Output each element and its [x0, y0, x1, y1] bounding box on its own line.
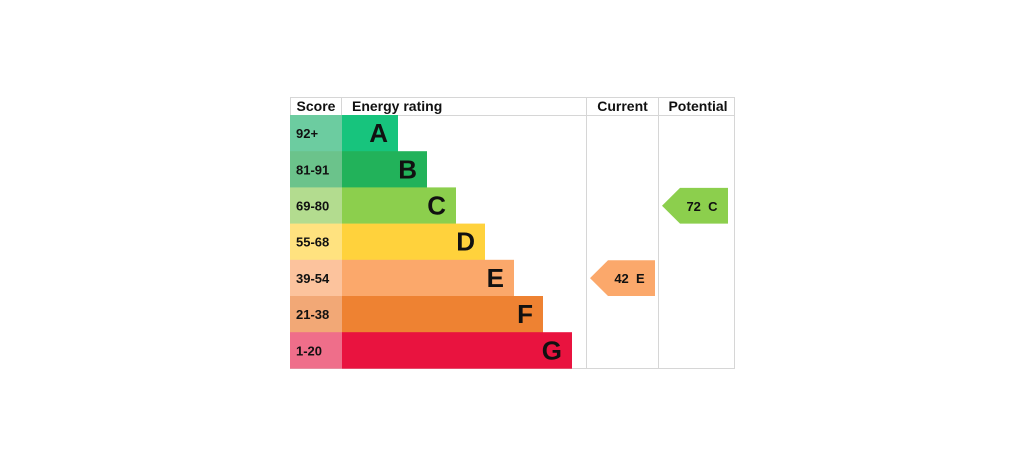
header-energy-rating: Energy rating: [352, 98, 442, 114]
score-cell-g: [290, 332, 342, 369]
rating-letter-d: D: [456, 227, 475, 257]
rating-bar-g: [342, 332, 572, 369]
rating-letter-c: C: [427, 191, 446, 221]
score-range-b: 81-91: [296, 162, 329, 177]
score-range-g: 1-20: [296, 343, 322, 358]
rating-bands: 92+ A 81-91 B 69-80 C 55-68 D 39-54 E 21-38 F 1-20 G: [290, 115, 572, 369]
rating-bar-b: [342, 151, 427, 188]
rating-bar-d: [342, 223, 485, 261]
score-cell-b: [290, 151, 342, 188]
score-cell-c: [290, 187, 342, 224]
header-current: Current: [597, 98, 648, 114]
current-rating-label: 42 E: [614, 271, 645, 286]
score-range-f: 21-38: [296, 307, 329, 322]
rating-letter-b: B: [398, 154, 417, 184]
score-cell-d: [290, 223, 342, 261]
rating-bar-e: [342, 259, 514, 297]
score-range-a: 92+: [296, 126, 318, 141]
rating-letter-g: G: [542, 335, 562, 365]
potential-rating-arrow: [662, 187, 728, 224]
rating-letter-f: F: [517, 299, 533, 329]
score-cell-f: [290, 296, 342, 333]
score-cell-e: [290, 259, 342, 297]
score-cell-a: [290, 115, 342, 152]
rating-markers: 42 E 72 C: [590, 187, 728, 296]
rating-bar-a: [342, 115, 398, 152]
rating-letter-e: E: [487, 263, 504, 293]
rating-letter-a: A: [369, 118, 388, 148]
score-range-e: 39-54: [296, 271, 330, 286]
current-rating-arrow: [590, 260, 655, 296]
rating-bar-f: [342, 296, 543, 333]
header-potential: Potential: [668, 98, 727, 114]
score-range-c: 69-80: [296, 199, 329, 214]
potential-rating-label: 72 C: [686, 199, 718, 214]
rating-bar-c: [342, 187, 456, 224]
score-range-d: 55-68: [296, 235, 329, 250]
header-score: Score: [297, 98, 336, 114]
